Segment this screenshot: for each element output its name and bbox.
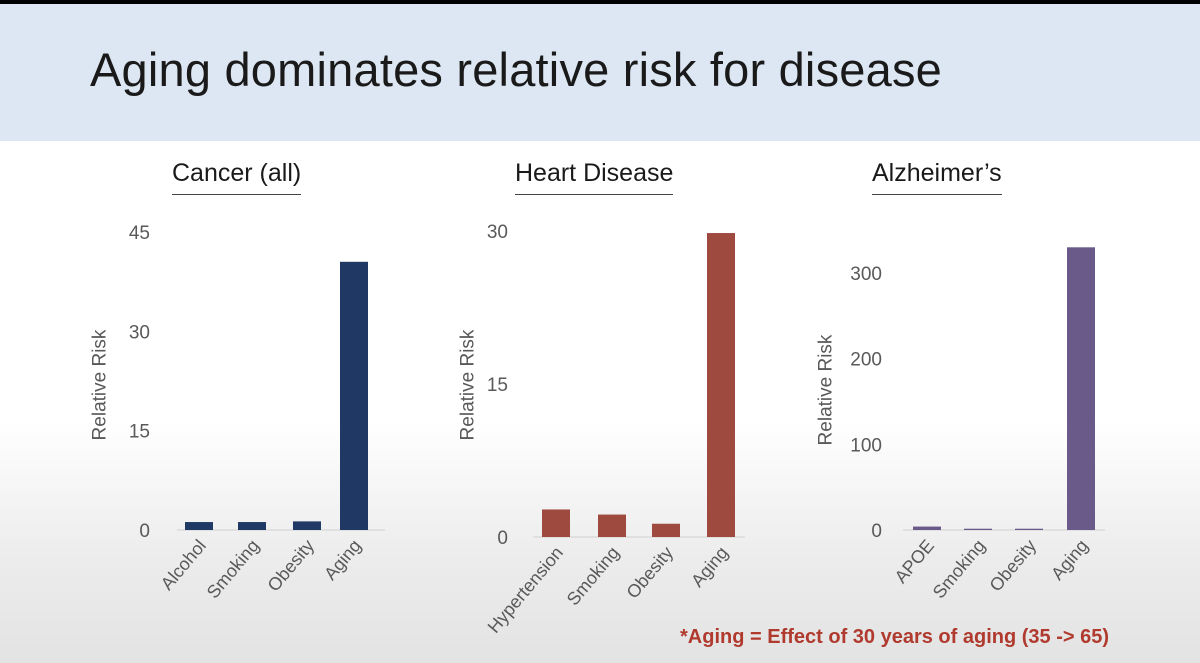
slide-header: Aging dominates relative risk for diseas…	[0, 4, 1200, 141]
heart-disease-y-tick-label: 15	[487, 375, 508, 396]
cancer-y-tick-label: 30	[129, 322, 150, 343]
slide-title: Aging dominates relative risk for diseas…	[90, 43, 942, 96]
cancer-y-tick-label: 0	[139, 521, 150, 542]
aging-footnote: *Aging = Effect of 30 years of aging (35…	[680, 626, 1110, 648]
alzheimers-category-label: APOE	[891, 536, 938, 587]
cancer-category-label: Alcohol	[157, 536, 210, 594]
cancer-y-axis-label: Relative Risk	[89, 329, 111, 441]
cancer-chart-panel: Cancer (all) Relative Risk 0 15 30 45 Alcoho…	[89, 141, 420, 621]
cancer-bar-smoking	[238, 522, 266, 530]
heart-disease-category-label: Obesity	[623, 543, 678, 603]
cancer-category-label: Aging	[320, 536, 365, 584]
alzheimers-y-axis-label: Relative Risk	[815, 334, 837, 446]
alzheimers-chart-panel: Alzheimer’s Relative Risk 0 100 200 300 APOE…	[815, 141, 1145, 621]
heart-disease-bar-aging	[707, 233, 735, 537]
alzheimers-bar-apoe	[913, 526, 941, 530]
heart-disease-y-tick-label: 0	[497, 528, 508, 549]
top-border	[0, 0, 1200, 4]
alzheimers-chart-title: Alzheimer’s	[872, 159, 1002, 195]
alzheimers-category-label: Obesity	[986, 536, 1041, 596]
heart-disease-bar-hypertension	[542, 509, 570, 537]
alzheimers-y-tick-label: 300	[850, 264, 882, 285]
cancer-category-label: Obesity	[264, 536, 319, 596]
alzheimers-bar-aging	[1067, 247, 1095, 531]
heart-disease-y-tick-label: 30	[487, 222, 508, 243]
heart-disease-bar-smoking	[598, 514, 626, 537]
cancer-y-tick-label: 15	[129, 422, 150, 443]
alzheimers-bar-obesity	[1015, 528, 1043, 530]
cancer-chart-title: Cancer (all)	[172, 159, 302, 195]
alzheimers-y-tick-label: 0	[871, 521, 882, 542]
cancer-bar-aging	[340, 261, 368, 530]
heart-disease-category-label: Hypertension	[484, 543, 567, 637]
alzheimers-y-tick-label: 200	[850, 350, 882, 371]
cancer-bar-alcohol	[185, 522, 213, 530]
cancer-bar-obesity	[293, 521, 321, 530]
heart-disease-chart-title: Heart Disease	[515, 159, 674, 195]
heart-disease-category-label: Aging	[687, 543, 732, 591]
alzheimers-y-tick-label: 100	[850, 435, 882, 456]
heart-disease-bar-obesity	[652, 523, 680, 537]
alzheimers-bar-smoking	[964, 528, 992, 530]
alzheimers-category-label: Aging	[1047, 536, 1092, 584]
cancer-category-label: Smoking	[203, 536, 263, 603]
alzheimers-category-label: Smoking	[929, 536, 989, 603]
cancer-y-tick-label: 45	[129, 223, 150, 244]
heart-disease-y-axis-label: Relative Risk	[457, 329, 479, 441]
heart-disease-category-label: Smoking	[563, 543, 623, 610]
heart-disease-chart-panel: Heart Disease Relative Risk 0 15 30 Hyperte…	[455, 141, 785, 637]
